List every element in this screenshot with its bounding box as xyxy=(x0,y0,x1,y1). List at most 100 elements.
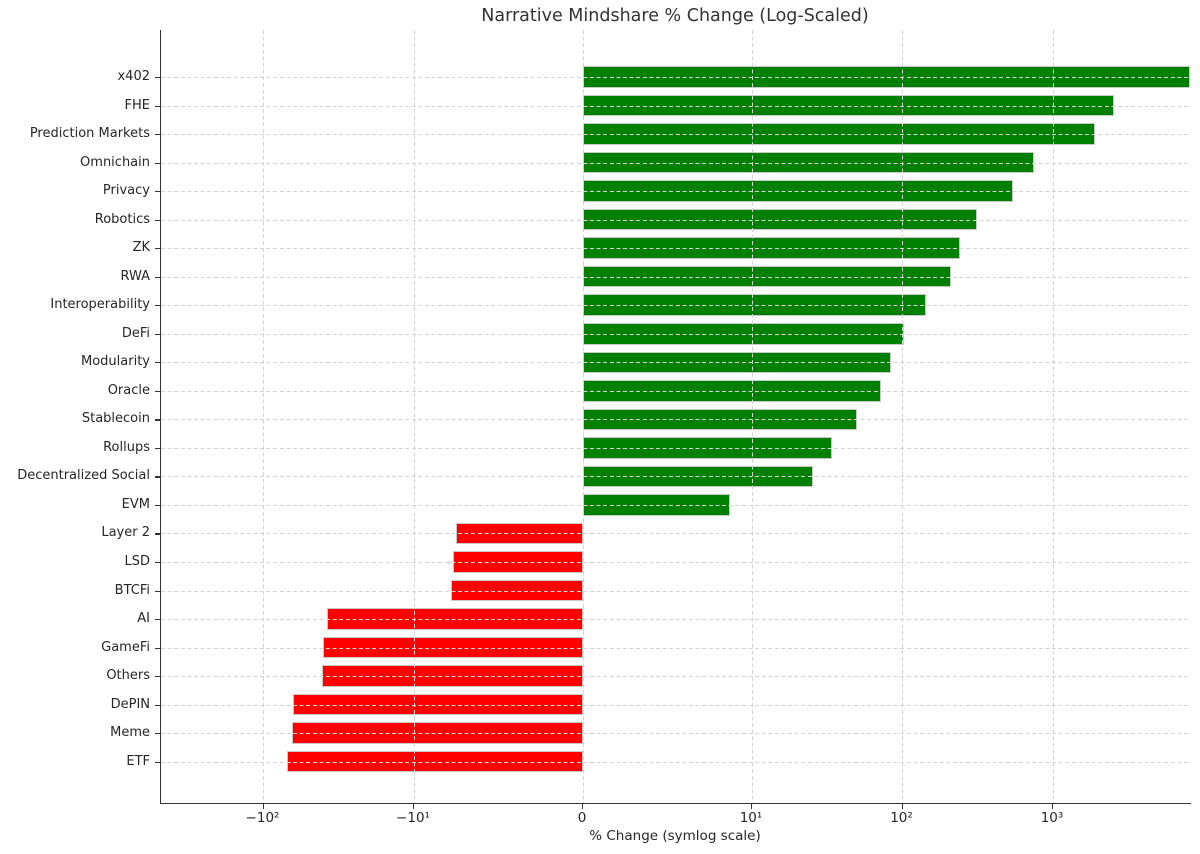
y-tick xyxy=(155,305,160,307)
bar-layer-2 xyxy=(456,522,583,545)
bar-prediction-markets xyxy=(583,123,1096,145)
bar-depin xyxy=(292,693,583,716)
category-label-oracle: Oracle xyxy=(107,382,150,398)
category-label-etf: ETF xyxy=(126,753,150,769)
category-label-fhe: FHE xyxy=(124,97,150,113)
y-tick xyxy=(155,761,160,763)
bar-omnichain xyxy=(583,151,1035,174)
x-tick-label: −10² xyxy=(245,810,280,826)
y-tick xyxy=(155,162,160,164)
category-label-rwa: RWA xyxy=(120,268,150,284)
category-label-meme: Meme xyxy=(110,725,150,741)
y-tick xyxy=(155,647,160,649)
category-label-defi: DeFi xyxy=(121,325,150,341)
category-label-decentralized-social: Decentralized Social xyxy=(17,468,150,484)
y-tick xyxy=(155,704,160,706)
category-label-privacy: Privacy xyxy=(102,183,150,199)
category-label-x402: x402 xyxy=(117,69,150,84)
x-tick xyxy=(262,804,264,809)
bar-gamefi xyxy=(323,636,583,659)
y-tick xyxy=(155,533,160,535)
bar-interoperability xyxy=(583,294,927,316)
x-tick-label: 10¹ xyxy=(739,810,763,826)
x-tick-label: −10¹ xyxy=(396,810,430,826)
x-gridline xyxy=(1052,30,1054,803)
bar-x402 xyxy=(583,66,1190,88)
category-label-stablecoin: Stablecoin xyxy=(81,411,150,427)
bar-others xyxy=(321,665,583,687)
y-gridline xyxy=(161,619,1191,621)
y-gridline xyxy=(161,590,1191,592)
y-tick xyxy=(155,333,160,335)
bar-rwa xyxy=(583,265,952,288)
bar-btcfi xyxy=(451,579,583,602)
y-tick xyxy=(155,191,160,193)
bar-stablecoin xyxy=(583,408,858,431)
x-tick xyxy=(582,804,584,809)
y-tick xyxy=(155,619,160,621)
x-tick-label: 10² xyxy=(890,810,913,826)
y-gridline xyxy=(161,647,1191,649)
y-tick xyxy=(155,476,160,478)
category-label-gamefi: GameFi xyxy=(101,639,150,655)
y-tick xyxy=(155,733,160,735)
category-label-btcfi: BTCFi xyxy=(114,582,150,598)
category-label-depin: DePIN xyxy=(110,696,150,712)
category-label-ai: AI xyxy=(137,611,150,627)
y-gridline xyxy=(161,562,1191,563)
y-tick xyxy=(155,419,160,421)
bar-privacy xyxy=(583,180,1014,202)
x-tick-label: 10³ xyxy=(1040,810,1064,826)
bar-modularity xyxy=(583,351,892,374)
category-label-prediction-markets: Prediction Markets xyxy=(29,126,150,142)
category-label-robotics: Robotics xyxy=(94,211,150,227)
y-tick xyxy=(155,562,160,564)
y-tick xyxy=(155,219,160,221)
bar-ai xyxy=(326,608,583,630)
category-label-rollups: Rollups xyxy=(103,439,150,455)
category-label-interoperability: Interoperability xyxy=(50,297,150,313)
y-tick xyxy=(155,362,160,364)
bar-meme xyxy=(292,722,583,744)
category-label-layer-2: Layer 2 xyxy=(101,525,150,541)
y-tick xyxy=(155,77,160,79)
y-tick xyxy=(155,248,160,250)
bar-fhe xyxy=(583,94,1115,117)
bar-oracle xyxy=(583,380,882,402)
bar-robotics xyxy=(583,208,978,231)
y-tick xyxy=(155,390,160,393)
category-label-omnichain: Omnichain xyxy=(80,154,150,170)
category-label-modularity: Modularity xyxy=(81,354,150,370)
x-gridline xyxy=(263,30,264,803)
x-axis-label: % Change (symlog scale) xyxy=(589,828,761,844)
bar-rollups xyxy=(583,437,832,459)
x-tick xyxy=(751,804,753,809)
y-tick xyxy=(155,105,160,107)
bar-evm xyxy=(583,494,731,516)
x-gridline xyxy=(902,30,903,803)
category-label-zk: ZK xyxy=(132,240,150,256)
x-tick xyxy=(1052,804,1054,809)
y-tick xyxy=(155,504,160,507)
plot-area xyxy=(160,30,1191,804)
bar-defi xyxy=(583,323,904,345)
bar-etf xyxy=(286,750,583,773)
category-label-lsd: LSD xyxy=(124,554,150,569)
y-gridline xyxy=(161,533,1191,535)
y-tick xyxy=(155,590,160,592)
x-tick xyxy=(901,804,903,809)
bar-decentralized-social xyxy=(583,465,814,488)
y-tick xyxy=(155,134,160,136)
category-label-evm: EVM xyxy=(121,496,150,512)
bar-zk xyxy=(583,237,961,259)
chart-title: Narrative Mindshare % Change (Log-Scaled… xyxy=(481,6,869,26)
y-gridline xyxy=(161,676,1191,678)
y-tick xyxy=(155,676,160,678)
y-tick xyxy=(155,276,160,278)
x-tick-label: 0 xyxy=(577,810,587,826)
x-gridline xyxy=(413,30,415,803)
bar-lsd xyxy=(452,551,583,573)
category-label-others: Others xyxy=(106,668,150,684)
x-tick xyxy=(413,804,415,809)
